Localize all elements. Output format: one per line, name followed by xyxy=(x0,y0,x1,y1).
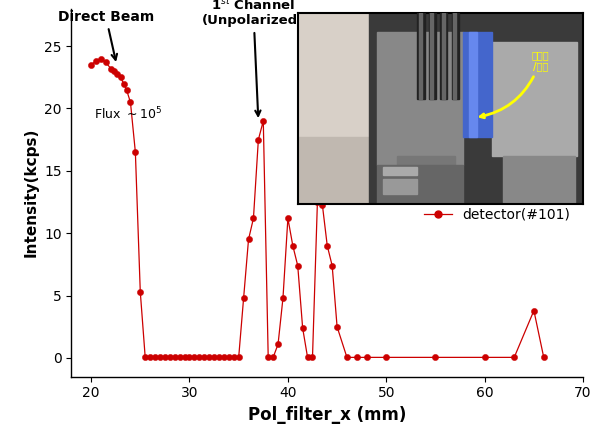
Bar xyxy=(377,165,463,204)
Text: 편극기
/필터: 편극기 /필터 xyxy=(480,50,549,118)
Y-axis label: Intensity(kcps): Intensity(kcps) xyxy=(23,128,39,257)
Bar xyxy=(441,13,444,99)
Bar xyxy=(377,32,463,165)
Bar xyxy=(369,13,583,204)
X-axis label: Pol_filter_x (mm): Pol_filter_x (mm) xyxy=(248,406,406,424)
Text: 1$^{st}$ Channel
(Unpolarized): 1$^{st}$ Channel (Unpolarized) xyxy=(202,0,305,116)
Bar xyxy=(491,42,577,156)
Bar xyxy=(430,13,433,99)
Bar xyxy=(503,156,575,204)
Bar xyxy=(463,32,491,137)
Bar xyxy=(419,13,422,99)
Bar xyxy=(469,32,477,137)
Text: 2$^{nd}$ Channel
(Polarized): 2$^{nd}$ Channel (Polarized) xyxy=(303,59,391,197)
Bar xyxy=(298,13,377,137)
Bar xyxy=(429,13,436,99)
Bar xyxy=(383,179,418,194)
Bar xyxy=(383,167,418,175)
Bar xyxy=(397,156,455,184)
Bar xyxy=(440,13,447,99)
Legend: detector(#101): detector(#101) xyxy=(418,202,576,227)
Text: Flux $\sim$10$^5$: Flux $\sim$10$^5$ xyxy=(94,106,162,123)
Bar xyxy=(298,137,377,204)
Bar xyxy=(418,13,425,99)
Text: Direct Beam: Direct Beam xyxy=(58,10,154,60)
Bar xyxy=(452,13,459,99)
Bar xyxy=(453,13,456,99)
